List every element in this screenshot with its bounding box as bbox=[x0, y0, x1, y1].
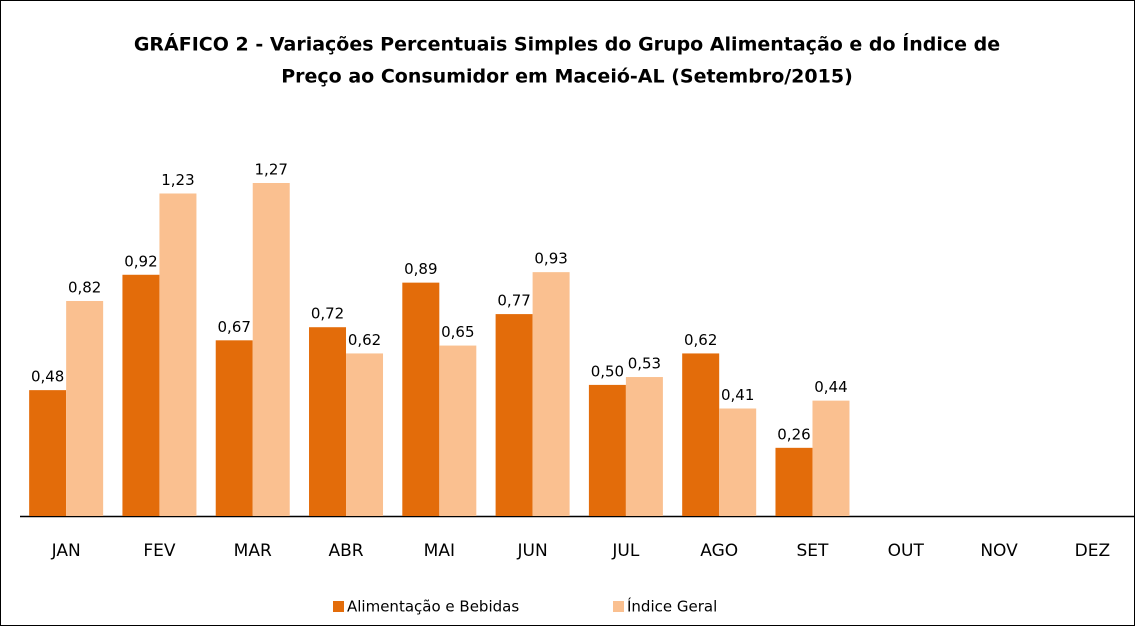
bar bbox=[682, 353, 720, 516]
x-tick-label: DEZ bbox=[1075, 541, 1110, 561]
bar bbox=[66, 300, 104, 516]
bar bbox=[495, 314, 533, 516]
chart-title: GRÁFICO 2 - Variações Percentuais Simple… bbox=[134, 33, 1000, 56]
bar bbox=[29, 390, 67, 516]
value-label: 0,26 bbox=[777, 425, 810, 443]
bar bbox=[159, 193, 197, 516]
chart-title: Preço ao Consumidor em Maceió-AL (Setemb… bbox=[281, 66, 853, 88]
value-label: 0,50 bbox=[591, 362, 624, 380]
x-tick-label: MAR bbox=[234, 541, 272, 561]
value-label: 0,82 bbox=[68, 278, 101, 296]
value-label: 0,65 bbox=[441, 323, 474, 341]
x-tick-label: NOV bbox=[980, 541, 1018, 561]
x-tick-label: SET bbox=[797, 541, 830, 561]
bar bbox=[252, 183, 290, 516]
value-label: 0,44 bbox=[814, 378, 847, 396]
value-label: 0,41 bbox=[721, 386, 754, 404]
bar bbox=[346, 353, 384, 516]
bar bbox=[588, 384, 626, 516]
bar bbox=[215, 340, 253, 516]
bar bbox=[122, 274, 160, 516]
value-label: 0,62 bbox=[348, 331, 381, 349]
value-label: 0,89 bbox=[404, 260, 437, 278]
legend-swatch bbox=[613, 601, 624, 612]
value-label: 0,93 bbox=[534, 250, 567, 268]
x-tick-label: JUL bbox=[611, 541, 639, 561]
legend-label: Alimentação e Bebidas bbox=[347, 598, 519, 616]
value-label: 0,92 bbox=[124, 252, 157, 270]
bar bbox=[719, 408, 757, 516]
legend-swatch bbox=[333, 601, 344, 612]
value-label: 1,23 bbox=[161, 171, 194, 189]
bar bbox=[309, 327, 347, 516]
value-label: 0,48 bbox=[31, 368, 64, 386]
x-tick-label: FEV bbox=[143, 541, 176, 561]
x-tick-label: JAN bbox=[51, 541, 81, 561]
bar bbox=[532, 272, 570, 516]
value-label: 0,53 bbox=[628, 355, 661, 373]
x-tick-label: AGO bbox=[700, 541, 738, 561]
value-label: 0,62 bbox=[684, 331, 717, 349]
bar bbox=[402, 282, 440, 516]
x-tick-label: OUT bbox=[888, 541, 925, 561]
bar bbox=[812, 400, 850, 516]
x-tick-label: ABR bbox=[328, 541, 363, 561]
value-label: 0,72 bbox=[311, 305, 344, 323]
value-label: 0,67 bbox=[218, 318, 251, 336]
bar bbox=[625, 377, 663, 516]
value-label: 0,77 bbox=[497, 292, 530, 310]
bar bbox=[439, 345, 477, 516]
legend-label: Índice Geral bbox=[627, 597, 717, 616]
x-tick-label: JUN bbox=[517, 541, 548, 561]
bar bbox=[775, 447, 813, 516]
value-label: 1,27 bbox=[255, 161, 288, 179]
x-tick-label: MAI bbox=[424, 541, 455, 561]
